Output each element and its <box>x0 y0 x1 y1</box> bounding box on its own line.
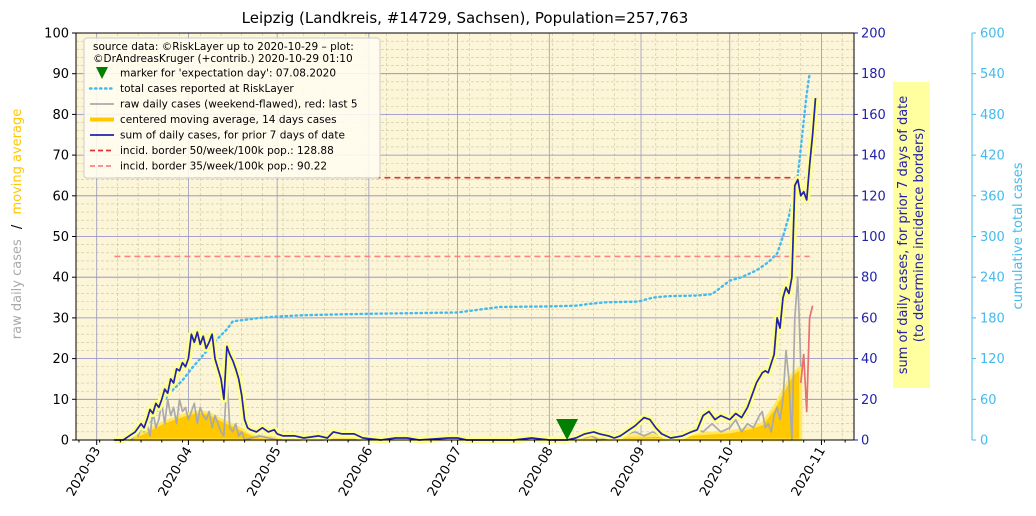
far-right-axis-tick-label: 180 <box>980 311 1005 326</box>
right-axis-tick-label: 40 <box>861 352 878 367</box>
right-axis-label-line1: sum of daily cases, for prior 7 days of … <box>896 96 911 375</box>
left-axis-tick-label: 40 <box>52 271 69 286</box>
legend: source data: ©RiskLayer up to 2020-10-29… <box>83 37 381 179</box>
left-axis-tick-label: 70 <box>52 149 69 164</box>
legend-entry-label: incid. border 35/week/100k pop.: 90.22 <box>120 161 327 173</box>
legend-source-line2: ©DrAndreasKruger (+contrib.) 2020-10-29 … <box>93 53 353 65</box>
legend-entry-label: total cases reported at RiskLayer <box>120 83 294 95</box>
legend-entry-label: sum of daily cases, for prior 7 days of … <box>120 130 345 142</box>
series-total-cases-reported-at-risklayer <box>113 72 811 442</box>
far-right-axis-tick-label: 60 <box>980 393 997 408</box>
legend-entry-label: incid. border 50/week/100k pop.: 128.88 <box>120 145 334 157</box>
expectation-day-marker <box>556 419 579 440</box>
right-axis-tick-label: 120 <box>861 189 886 204</box>
left-axis-tick-label: 10 <box>52 393 69 408</box>
right-axis-tick-label: 140 <box>861 149 886 164</box>
legend-entries: marker for 'expectation day': 07.08.2020… <box>88 67 358 173</box>
left-axis-label-ma: moving average <box>10 109 25 215</box>
left-axis-label-sep: / <box>10 224 25 229</box>
left-axis-tick-label: 60 <box>52 189 69 204</box>
far-right-axis-tick-label: 480 <box>980 108 1005 123</box>
right-axis-tick-label: 0 <box>861 434 869 449</box>
left-axis-tick-label: 90 <box>52 67 69 82</box>
right-axis-tick-label: 180 <box>861 67 886 82</box>
chart-title: Leipzig (Landkreis, #14729, Sachsen), Po… <box>242 9 689 27</box>
legend-source-line1: source data: ©RiskLayer up to 2020-10-29… <box>93 41 354 53</box>
left-axis-label-raw: raw daily cases <box>10 239 25 339</box>
right-axis-tick-label: 60 <box>861 311 878 326</box>
right-axis-tick-label: 160 <box>861 108 886 123</box>
series-raw-daily-cases-weekend-flawed-red-last-5 <box>114 276 802 441</box>
right-axis-label-line2: (to determine incidence borders) <box>912 128 927 343</box>
left-axis-label: raw daily cases / moving average <box>10 109 25 339</box>
far-right-axis-tick-label: 0 <box>980 434 988 449</box>
series-raw-daily-cases-last-5 <box>799 305 814 413</box>
far-right-axis-tick-label: 300 <box>980 230 1005 245</box>
far-right-axis-tick-label: 600 <box>980 27 1005 42</box>
far-right-axis-label: cumulative total cases <box>1011 162 1026 309</box>
far-right-axis-tick-label: 360 <box>980 189 1005 204</box>
legend-entry-label: centered moving average, 14 days cases <box>120 114 337 126</box>
left-axis-tick-label: 80 <box>52 108 69 123</box>
right-axis-label-box <box>893 82 930 388</box>
left-axis-tick-label: 50 <box>52 230 69 245</box>
legend-entry-label: marker for 'expectation day': 07.08.2020 <box>120 68 336 80</box>
right-axis-tick-label: 100 <box>861 230 886 245</box>
left-axis-tick-label: 0 <box>61 434 69 449</box>
left-axis-tick-label: 30 <box>52 311 69 326</box>
left-axis-tick-label: 20 <box>52 352 69 367</box>
legend-swatch-marker <box>96 67 108 79</box>
legend-box <box>83 37 381 179</box>
far-right-axis-tick-label: 540 <box>980 67 1005 82</box>
right-axis-tick-label: 200 <box>861 27 886 42</box>
far-right-axis-tick-label: 120 <box>980 352 1005 367</box>
left-axis-tick-label: 100 <box>44 27 69 42</box>
far-right-axis-tick-label: 420 <box>980 149 1005 164</box>
right-axis-tick-label: 80 <box>861 271 878 286</box>
legend-entry-label: raw daily cases (weekend-flawed), red: l… <box>120 99 358 111</box>
far-right-axis-tick-label: 240 <box>980 271 1005 286</box>
right-axis-tick-label: 20 <box>861 393 878 408</box>
